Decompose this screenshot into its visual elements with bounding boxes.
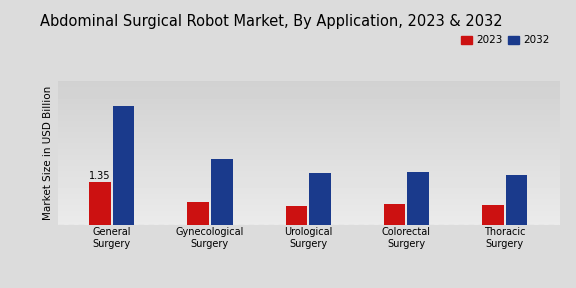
Bar	[309, 173, 331, 225]
Text: Abdominal Surgical Robot Market, By Application, 2023 & 2032: Abdominal Surgical Robot Market, By Appl…	[40, 14, 503, 29]
Bar	[187, 202, 209, 225]
Bar	[211, 159, 233, 225]
Legend: 2023, 2032: 2023, 2032	[457, 31, 554, 50]
Text: 1.35: 1.35	[89, 171, 111, 181]
Bar	[407, 172, 429, 225]
Bar	[384, 204, 406, 225]
Y-axis label: Market Size in USD Billion: Market Size in USD Billion	[43, 86, 54, 220]
Bar	[286, 206, 307, 225]
Bar	[113, 106, 134, 225]
Bar	[89, 182, 111, 225]
Bar	[506, 175, 527, 225]
Bar	[482, 205, 503, 225]
